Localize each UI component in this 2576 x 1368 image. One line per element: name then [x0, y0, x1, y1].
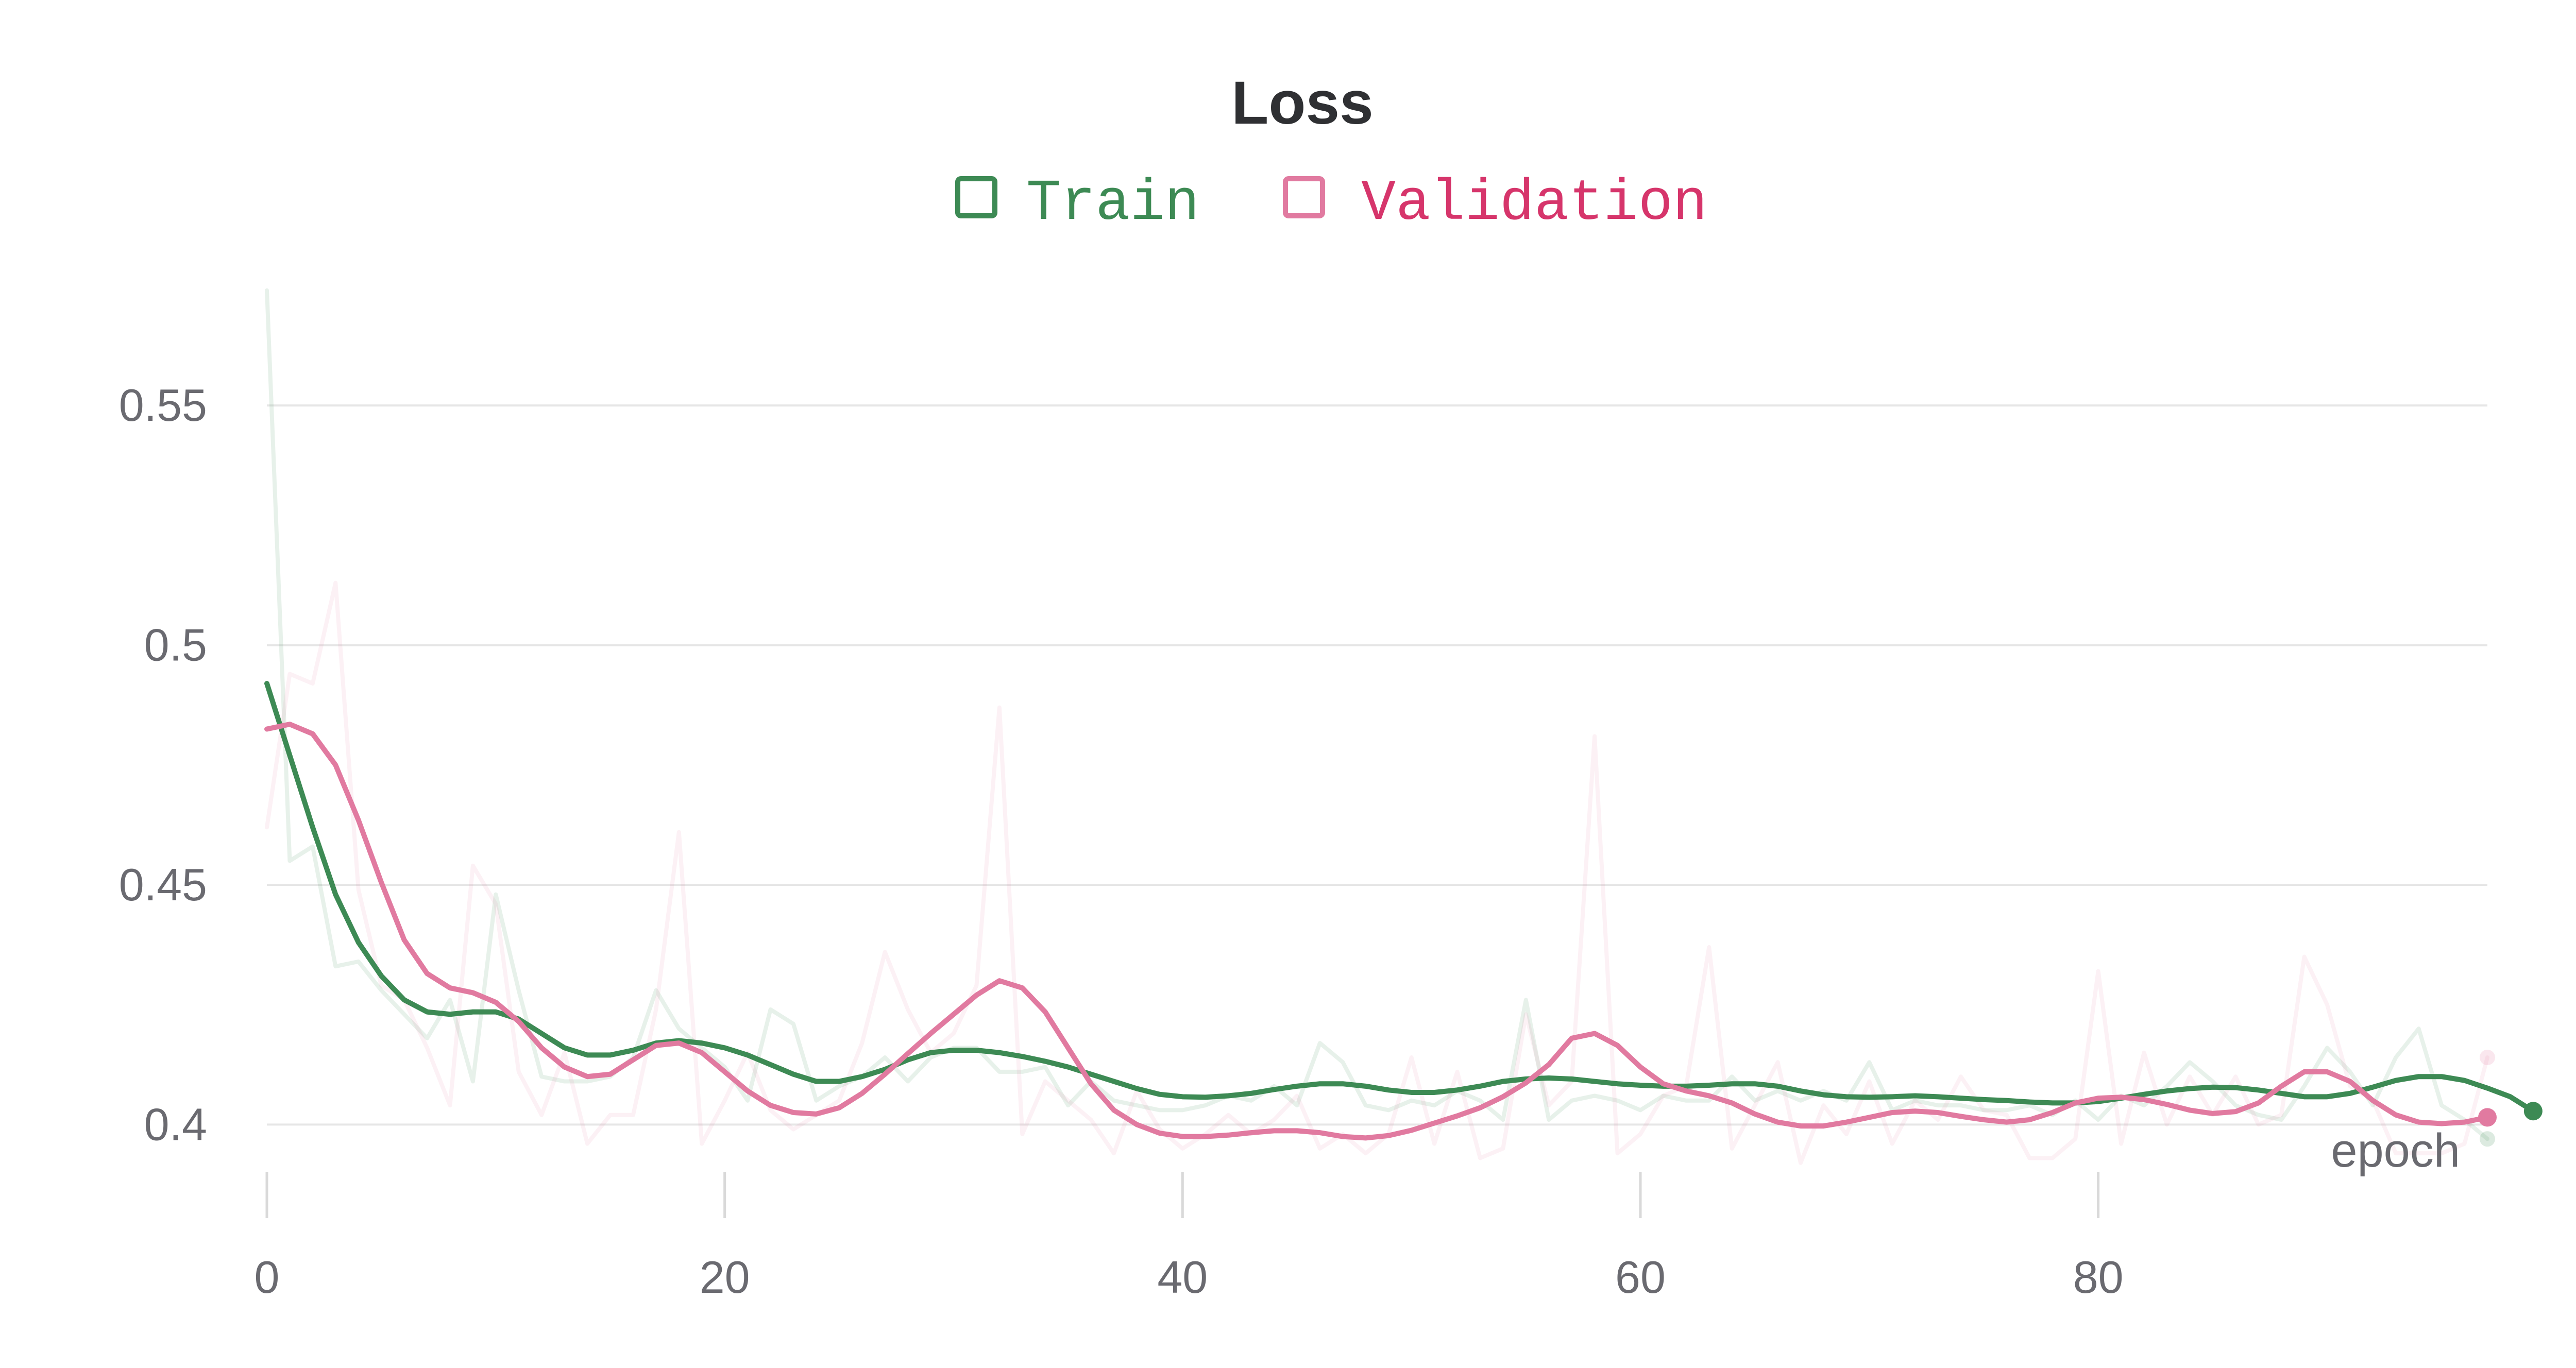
x-axis: 0 20 40 60 80 [255, 1172, 2124, 1303]
legend: Train Validation [955, 171, 1707, 236]
series-validation-smoothed-line [264, 722, 2490, 1141]
x-axis-label: epoch [2331, 1124, 2460, 1177]
y-axis: 0.4 0.45 0.5 0.55 [119, 380, 207, 1150]
y-tick-label: 0.45 [119, 859, 207, 910]
x-tick-label: 40 [1157, 1252, 1208, 1303]
series-validation-end-point [2478, 1108, 2497, 1127]
series-train-end-point [2523, 1102, 2543, 1121]
series-train-raw-end-point [2480, 1131, 2495, 1147]
legend-item-validation[interactable]: Validation [1283, 171, 1707, 236]
legend-validation-label: Validation [1361, 171, 1707, 236]
series-validation-raw-end-point [2480, 1050, 2495, 1066]
x-tick-label: 80 [2073, 1252, 2124, 1303]
legend-validation-swatch [1283, 176, 1325, 218]
series-end-points [2478, 1050, 2543, 1147]
x-tick-label: 60 [1615, 1252, 1666, 1303]
chart-title: Loss [1231, 69, 1373, 137]
series-smoothed-lines [264, 681, 2536, 1141]
legend-item-train[interactable]: Train [955, 171, 1199, 236]
series-validation-raw-line [265, 580, 2489, 1165]
x-tick-label: 0 [255, 1252, 280, 1303]
series-raw-lines [265, 288, 2489, 1165]
legend-train-swatch [955, 176, 997, 218]
legend-train-label: Train [1026, 171, 1199, 236]
series-train-raw-line [265, 288, 2489, 1141]
y-tick-label: 0.4 [144, 1099, 207, 1150]
y-tick-label: 0.55 [119, 380, 207, 431]
y-tick-label: 0.5 [144, 620, 207, 671]
series-train-smoothed-line [264, 681, 2536, 1114]
x-tick-label: 20 [700, 1252, 750, 1303]
grid [267, 404, 2487, 1126]
